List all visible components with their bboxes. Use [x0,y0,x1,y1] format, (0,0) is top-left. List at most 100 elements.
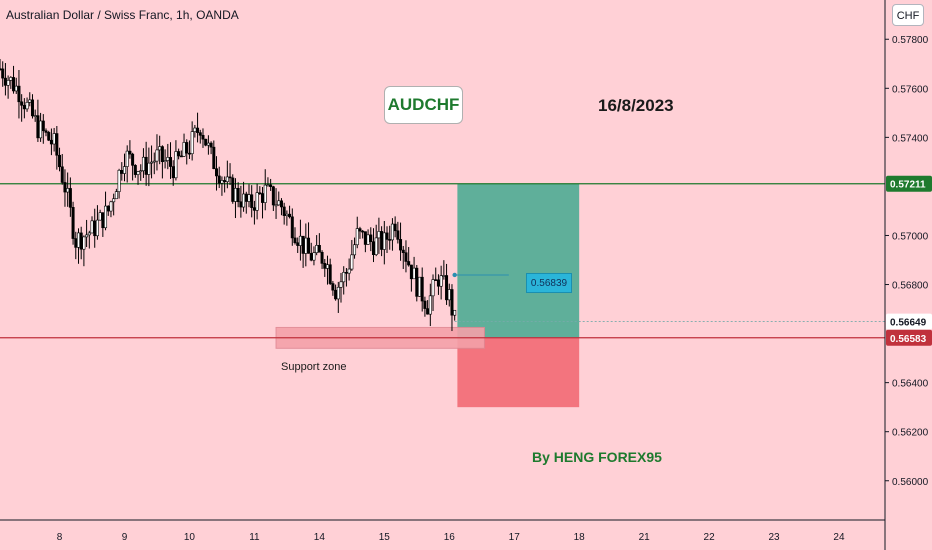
candle-body [204,138,208,146]
candle-body [431,279,435,297]
candle-body [171,166,175,179]
candle-body [201,134,205,140]
candle-body [439,275,443,287]
support-badge-label: 0.56583 [890,334,927,345]
candle-body [60,166,64,183]
candle-body [93,220,97,237]
candle-body [325,264,329,269]
candle-body [117,169,121,192]
candle-body [144,156,148,175]
x-tick-label: 9 [122,532,128,543]
candle-body [355,228,359,246]
candle-body [285,213,289,216]
candle-body [279,200,283,208]
candle-body [407,261,411,266]
candle-body [41,120,45,132]
candle-body [133,165,137,175]
candle-body [9,77,13,81]
candle-body [453,309,457,316]
candle-body [209,142,213,148]
candle-body [282,206,286,216]
candle-body [122,166,126,174]
candle-body [217,175,221,184]
candle-body [401,249,405,253]
entry-price-tag: 0.56839 [526,273,572,293]
candle-body [339,281,343,288]
candle-body [290,216,294,239]
candle-body [269,184,273,188]
candle-body [215,168,219,177]
candle-body [342,272,346,283]
x-tick-label: 11 [249,532,260,543]
candle-body [174,151,178,179]
chart-title: Australian Dollar / Swiss Franc, 1h, OAN… [6,8,239,22]
candle-body [377,231,381,239]
candle-body [139,170,143,173]
y-tick-label: 0.56000 [892,477,929,488]
candle-body [374,237,378,255]
x-tick-label: 8 [57,532,63,543]
candle-body [239,201,243,208]
candle-body [298,235,302,246]
candle-body [388,239,392,241]
candle-body [160,146,164,163]
candle-body [0,68,2,70]
candle-body [49,139,53,145]
candle-body [120,169,124,174]
y-tick-label: 0.57000 [892,231,929,242]
candle-body [445,275,449,301]
current-badge [886,313,932,330]
candle-body [363,231,367,245]
candle-body [266,184,270,187]
candle-body [396,230,400,240]
candle-body [236,187,240,203]
x-tick-label: 10 [184,532,196,543]
candle-body [95,219,99,237]
candle-body [274,204,278,207]
y-tick-label: 0.57600 [892,84,929,95]
candle-body [358,228,362,232]
date-label: 16/8/2023 [598,96,674,115]
candle-body [442,275,446,277]
support-badge [886,329,932,346]
candle-body [63,182,67,193]
candle-body [223,180,227,183]
candle-body [22,105,26,110]
symbol-label: AUDCHF [384,86,463,124]
candle-body [68,188,72,208]
candle-body [258,192,262,195]
author-label: By HENG FOREX95 [532,449,662,465]
candle-body [307,237,311,254]
candle-body [169,157,173,167]
candle-body [244,193,248,202]
candle-body [1,68,5,79]
candle-body [261,193,265,203]
x-tick-label: 18 [574,532,586,543]
candle-body [225,176,229,183]
currency-selector[interactable]: CHF [892,4,924,26]
candle-body [125,150,129,167]
candle-body [426,308,430,315]
candle-body [220,180,224,184]
candle-body [428,295,432,315]
x-tick-label: 23 [768,532,780,543]
candle-body [347,268,351,274]
candle-body [336,286,340,300]
candle-body [399,239,403,251]
candle-body [33,115,37,117]
candle-body [293,237,297,244]
candle-body [231,177,235,202]
candle-body [315,245,319,254]
candle-body [30,99,34,117]
candle-body [196,127,200,133]
candle-body [76,232,80,248]
candle-body [412,267,416,280]
candle-body [206,142,210,146]
candle-body [112,198,116,203]
candle-body [44,130,48,133]
candle-body [344,272,348,274]
candle-body [393,223,397,232]
candle-body [163,160,167,163]
candle-body [228,176,232,179]
